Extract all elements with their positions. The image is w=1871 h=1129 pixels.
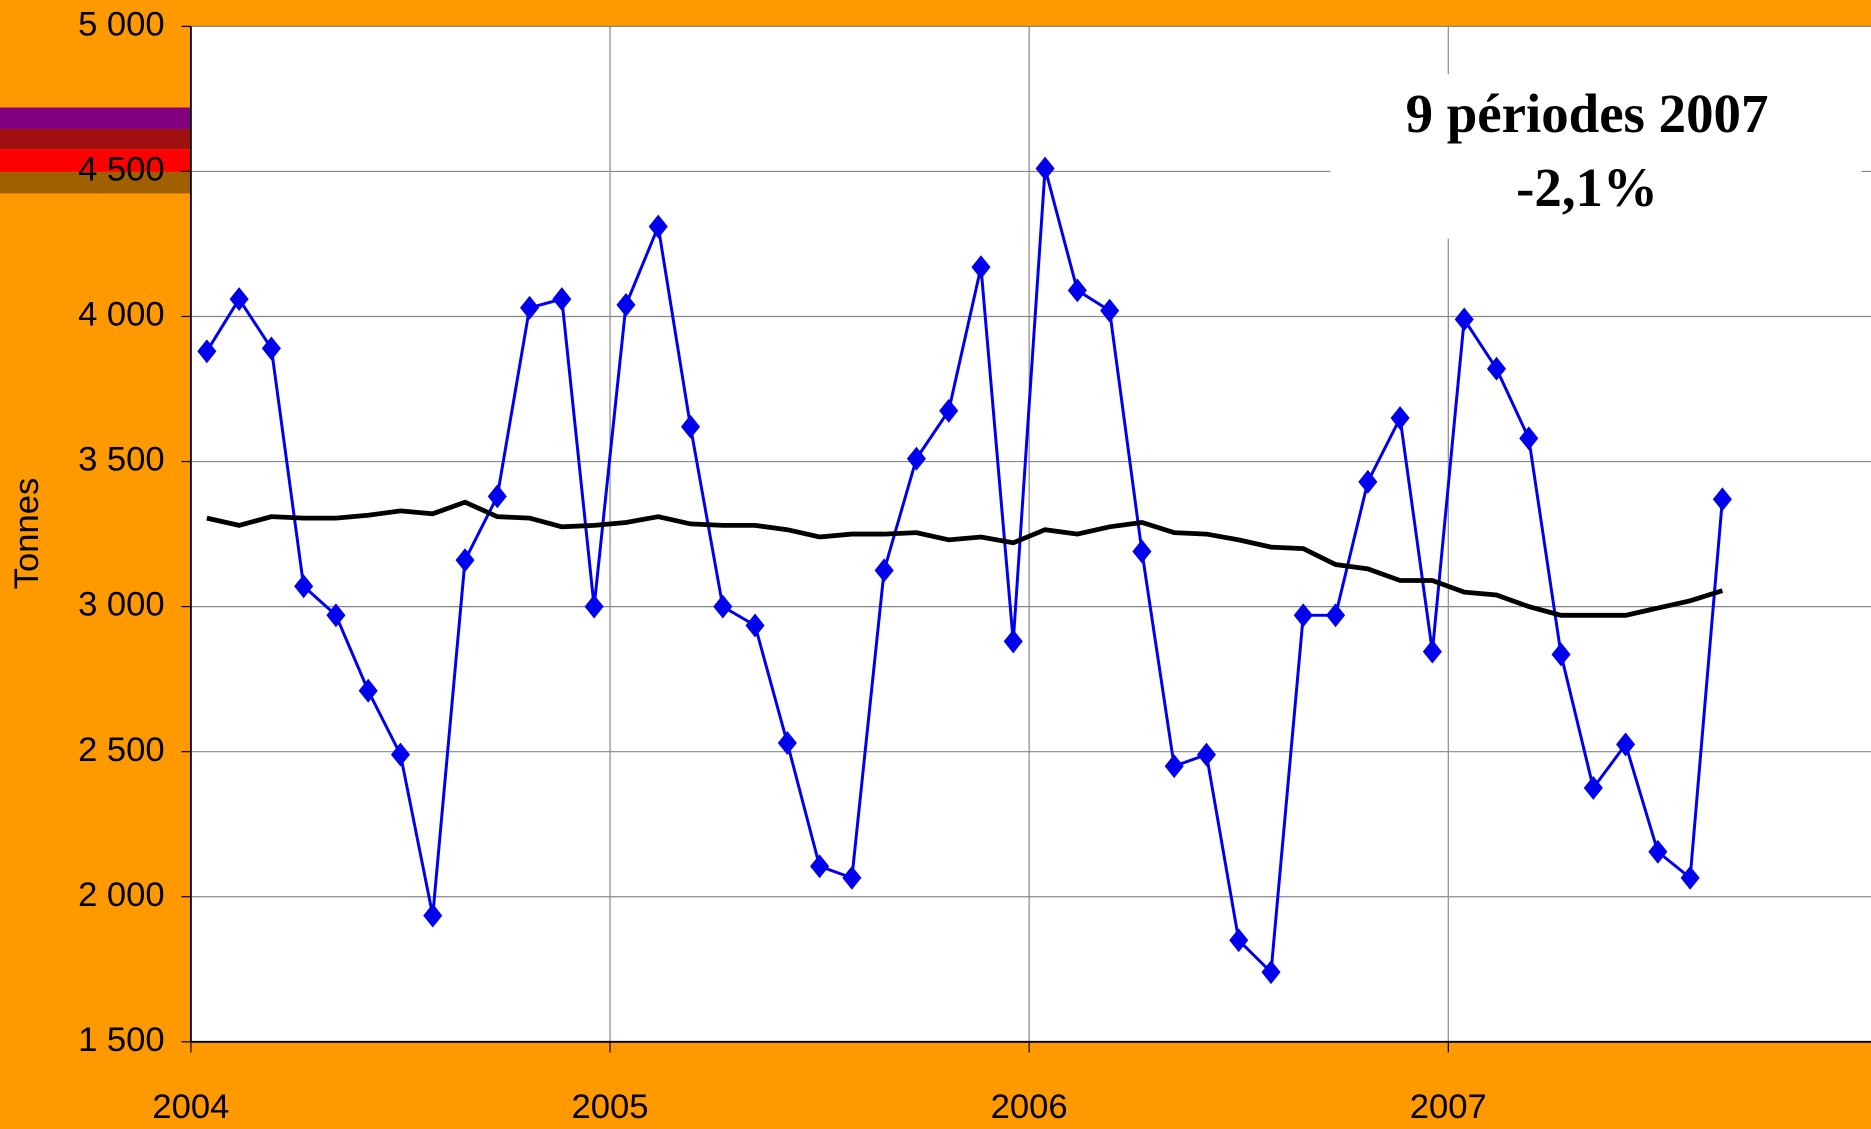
data-point bbox=[1454, 307, 1474, 332]
data-point bbox=[1229, 928, 1249, 953]
y-tick-label: 2 500 bbox=[78, 731, 165, 769]
data-point bbox=[1616, 732, 1636, 757]
y-tick-label: 2 000 bbox=[78, 876, 165, 914]
data-point bbox=[1326, 603, 1346, 628]
data-point bbox=[197, 339, 217, 364]
data-point bbox=[423, 903, 443, 928]
marks bbox=[197, 156, 1732, 985]
data-point bbox=[552, 287, 572, 312]
x-tick-label: 2005 bbox=[572, 1088, 649, 1126]
y-tick-label: 4 000 bbox=[78, 296, 165, 334]
annotation: 9 périodes 2007 bbox=[1406, 83, 1769, 144]
annotation: -2,1% bbox=[1516, 157, 1658, 218]
data-point bbox=[358, 678, 378, 703]
data-point bbox=[1486, 356, 1507, 381]
data-point bbox=[1390, 406, 1410, 430]
data-point bbox=[939, 398, 959, 423]
data-point bbox=[1003, 629, 1023, 654]
data-point bbox=[1551, 642, 1571, 667]
data-point bbox=[648, 214, 668, 239]
decor-bar bbox=[0, 128, 191, 150]
y-tick-label: 4 500 bbox=[78, 151, 165, 189]
annotation-box bbox=[1330, 74, 1862, 239]
series-line bbox=[206, 499, 1724, 618]
x-tick-label: 2006 bbox=[991, 1088, 1068, 1126]
y-tick-label: 5 000 bbox=[78, 5, 165, 43]
data-point bbox=[1293, 603, 1313, 628]
data-point bbox=[616, 292, 636, 317]
decor-bar bbox=[0, 107, 191, 129]
data-point bbox=[1132, 539, 1152, 564]
data-point bbox=[229, 287, 249, 312]
grid bbox=[181, 25, 1871, 1053]
decor-bar bbox=[0, 149, 191, 172]
y-tick-label: 3 000 bbox=[78, 586, 165, 624]
x-tick-label: 2004 bbox=[152, 1088, 229, 1126]
data-point bbox=[487, 484, 507, 509]
data-point bbox=[713, 594, 733, 619]
data-point bbox=[1648, 839, 1668, 864]
y-tick-label: 1 500 bbox=[78, 1021, 165, 1059]
y-tick-label: 3 500 bbox=[78, 441, 165, 479]
data-point bbox=[326, 603, 346, 628]
series-line bbox=[205, 168, 1724, 976]
data-point bbox=[1422, 639, 1442, 664]
data-point bbox=[1035, 156, 1055, 181]
data-point bbox=[584, 594, 604, 619]
data-point bbox=[1261, 960, 1281, 985]
y-axis-label: Tonnes bbox=[8, 478, 46, 590]
x-tick-label: 2007 bbox=[1410, 1088, 1487, 1126]
decor-bar bbox=[0, 171, 191, 194]
